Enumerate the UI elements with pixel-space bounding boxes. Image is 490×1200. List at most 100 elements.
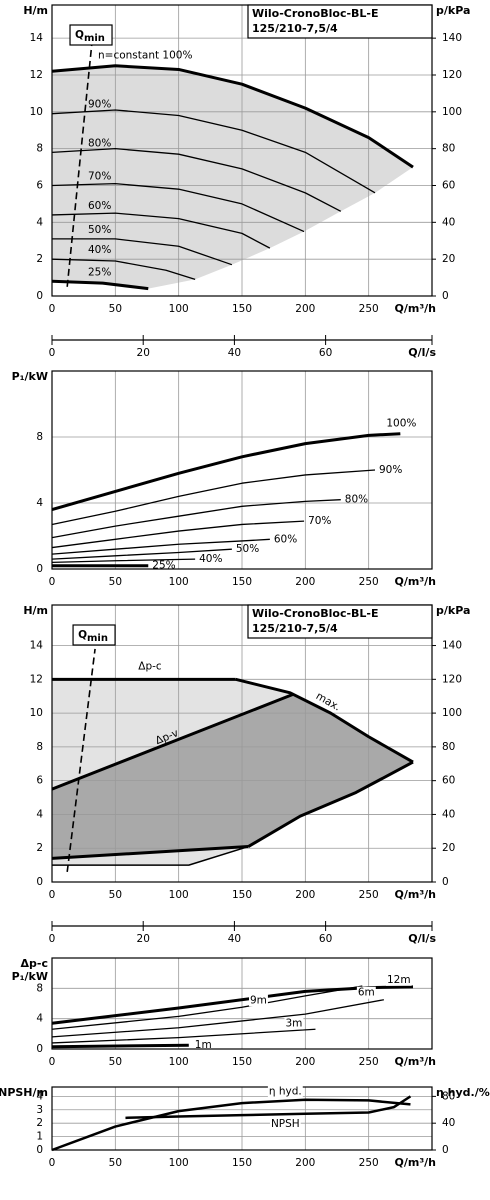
y2-tick-label: 0: [442, 876, 449, 888]
curve: [235, 677, 414, 764]
curve-label: 70%: [308, 515, 331, 527]
operating-area: [52, 65, 413, 289]
curve: [51, 258, 196, 281]
chart-title: 125/210-7,5/4: [252, 22, 338, 35]
x-tick-label: 0: [49, 889, 56, 901]
curve: [125, 1095, 412, 1120]
y-axis-title: NPSH/m: [0, 1086, 48, 1099]
y2-tick-label: 120: [442, 69, 462, 81]
curve-label: 9m: [250, 994, 267, 1006]
qmin-box: [69, 24, 113, 46]
y-tick-label: 4: [36, 1090, 43, 1102]
qmin-label: Qmin: [75, 29, 105, 44]
y-axis-title: Δp-c: [21, 957, 48, 970]
y2-tick-label: 40: [442, 1117, 455, 1129]
x-tick-label: 100: [169, 889, 189, 901]
curve-label: 3m: [285, 1017, 302, 1029]
curve: [51, 1098, 411, 1152]
y-tick-label: 4: [36, 216, 43, 228]
chart-title: Wilo-CronoBloc-BL-E: [252, 7, 379, 20]
curve-label: 25%: [152, 560, 175, 572]
y-tick-label: 8: [36, 741, 43, 753]
qmin-q: Q: [78, 629, 87, 641]
curve: [51, 1028, 316, 1044]
curve: [52, 845, 249, 866]
y2-axis-title: p/kPa: [436, 604, 470, 617]
chart-panel: 0 50 100 150 200 250 0 4 8 12m 9m 6m 3m 1m Δp-cP₁/kW Q/…: [12, 957, 436, 1068]
x-tick-label: 250: [359, 889, 379, 901]
curve: [51, 432, 401, 512]
label-bg: [386, 973, 412, 986]
y-tick-label: 6: [36, 179, 43, 191]
qmin-label: Qmin: [78, 629, 108, 644]
x-tick-label: 150: [232, 303, 252, 315]
y-tick-label: 8: [36, 143, 43, 155]
x-tick-label: 250: [359, 576, 379, 588]
x-tick-label: 200: [295, 1157, 315, 1169]
curve-label: 40%: [199, 553, 222, 565]
y2-tick-label: 0: [442, 1144, 449, 1156]
x2-axis-title: Q/l/s: [408, 346, 436, 359]
curve: [51, 999, 384, 1038]
chart-panel: 0 50 100 150 200 2500246810121402040608010012…: [23, 4, 470, 359]
curve-label: 6m: [358, 987, 375, 999]
curve: [51, 499, 341, 539]
label-bg: [267, 1085, 303, 1098]
plot-frame: [51, 1086, 433, 1151]
qmin-sub: min: [87, 633, 108, 644]
curve-label: 25%: [88, 266, 111, 278]
y-tick-label: 8: [36, 982, 43, 994]
curve-label: 60%: [88, 200, 111, 212]
curve: [51, 548, 232, 560]
y-axis-title: P₁/kW: [12, 370, 48, 383]
x-tick-label: 50: [109, 303, 122, 315]
curve-label: Δp-c: [138, 660, 162, 672]
x2-tick-label: 40: [228, 933, 241, 945]
y2-tick-label: 80: [442, 741, 455, 753]
x-axis-title: Q/m³/h: [395, 888, 437, 901]
x-tick-label: 250: [359, 1157, 379, 1169]
chart-panel: 0 50 100 150 200 250 0 4 8 100% 90% 80% 70% 60% 50% 40%…: [12, 370, 436, 588]
chart-title: 125/210-7,5/4: [252, 622, 338, 635]
label-bg: [385, 417, 418, 430]
curve: [51, 183, 305, 233]
y-tick-label: 12: [30, 69, 43, 81]
curve: [51, 985, 414, 1025]
x-tick-label: 250: [359, 303, 379, 315]
y2-tick-label: 140: [442, 640, 462, 652]
curve: [51, 985, 363, 1030]
chart-panel: 0 50 100 150 200 2500246810121402040608010012…: [23, 604, 470, 945]
x-tick-label: 250: [359, 1056, 379, 1068]
plot-frame: [51, 370, 433, 570]
y2-tick-label: 20: [442, 253, 455, 265]
y-tick-label: 1: [36, 1131, 43, 1143]
y2-tick-label: 40: [442, 216, 455, 228]
title-box: [247, 4, 433, 39]
curve: [51, 279, 149, 291]
y-tick-label: 4: [36, 1013, 43, 1025]
curve-label: 70%: [88, 170, 111, 182]
y2-axis-title: η hyd./%: [436, 1086, 490, 1099]
curve: [51, 845, 249, 860]
curve-label: 60%: [274, 533, 297, 545]
y-axis-title: P₁/kW: [12, 970, 48, 983]
curve-label: n=constant 100%: [98, 49, 192, 61]
x2-tick-label: 20: [137, 347, 150, 359]
y2-tick-label: 100: [442, 707, 462, 719]
curve: [51, 558, 196, 564]
qmin-box: [72, 624, 116, 646]
x-tick-label: 50: [109, 576, 122, 588]
y-tick-label: 0: [36, 1144, 43, 1156]
y-tick-label: 2: [36, 1117, 43, 1129]
y-tick-label: 2: [36, 842, 43, 854]
label-bg: [249, 994, 268, 1007]
x2-tick-label: 60: [319, 933, 332, 945]
y2-tick-label: 120: [442, 673, 462, 685]
curve-label: 40%: [88, 244, 111, 256]
y-tick-label: 0: [36, 563, 43, 575]
qmin-sub: min: [84, 33, 105, 44]
curve: [51, 109, 376, 194]
y2-tick-label: 40: [442, 808, 455, 820]
